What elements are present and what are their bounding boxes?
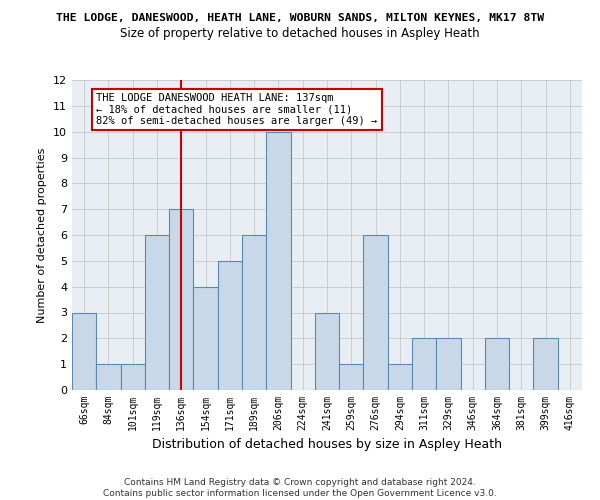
Text: Contains HM Land Registry data © Crown copyright and database right 2024.
Contai: Contains HM Land Registry data © Crown c… <box>103 478 497 498</box>
Bar <box>121 364 145 390</box>
X-axis label: Distribution of detached houses by size in Aspley Heath: Distribution of detached houses by size … <box>152 438 502 452</box>
Y-axis label: Number of detached properties: Number of detached properties <box>37 148 47 322</box>
Bar <box>412 338 436 390</box>
Bar <box>436 338 461 390</box>
Bar <box>242 235 266 390</box>
Bar <box>364 235 388 390</box>
Bar <box>266 132 290 390</box>
Bar <box>145 235 169 390</box>
Bar <box>533 338 558 390</box>
Bar <box>193 286 218 390</box>
Bar <box>388 364 412 390</box>
Bar <box>485 338 509 390</box>
Text: THE LODGE DANESWOOD HEATH LANE: 137sqm
← 18% of detached houses are smaller (11): THE LODGE DANESWOOD HEATH LANE: 137sqm ←… <box>96 93 377 126</box>
Bar <box>72 312 96 390</box>
Bar <box>339 364 364 390</box>
Bar <box>315 312 339 390</box>
Bar <box>96 364 121 390</box>
Bar <box>218 261 242 390</box>
Text: Size of property relative to detached houses in Aspley Heath: Size of property relative to detached ho… <box>120 28 480 40</box>
Text: THE LODGE, DANESWOOD, HEATH LANE, WOBURN SANDS, MILTON KEYNES, MK17 8TW: THE LODGE, DANESWOOD, HEATH LANE, WOBURN… <box>56 12 544 22</box>
Bar <box>169 209 193 390</box>
